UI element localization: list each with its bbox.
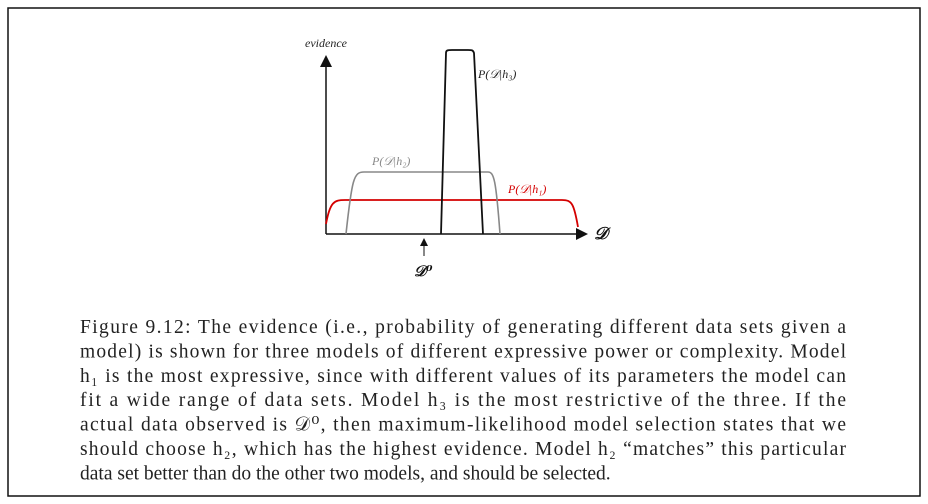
curve-label: P(𝒟|h₃)	[477, 67, 516, 81]
caption-line: fit a wide range of data sets. Model h₃ …	[80, 390, 846, 411]
axis-label: evidence	[305, 36, 348, 50]
curve-h2	[345, 171, 501, 235]
caption-line: Figure 9.12: The evidence (i.e., probabi…	[80, 317, 846, 338]
frame	[7, 7, 921, 497]
diagram: evidence P(𝒟|h₃) P(𝒟|h₂) P(𝒟|h₁) 𝒟 𝒟⁰	[305, 36, 611, 280]
caption-line: should choose h₂, which has the highest …	[80, 439, 847, 460]
caption-line: data set better than do the other two mo…	[80, 463, 611, 484]
caption: Figure 9.12: The evidence (i.e., probabi…	[80, 317, 847, 484]
curve-label: P(𝒟|h₂)	[371, 154, 410, 168]
caption-line: h₁ is the most expressive, since with di…	[80, 366, 846, 387]
x-label: 𝒟	[594, 224, 611, 243]
marker-label: 𝒟⁰	[414, 264, 433, 280]
curve-label: P(𝒟|h₁)	[507, 182, 546, 196]
caption-line: model) is shown for three models of diff…	[80, 341, 847, 362]
curve-h1	[325, 199, 579, 228]
caption-line: actual data observed is 𝒟⁰, then maximum…	[80, 415, 846, 436]
curve-h3	[440, 49, 484, 235]
